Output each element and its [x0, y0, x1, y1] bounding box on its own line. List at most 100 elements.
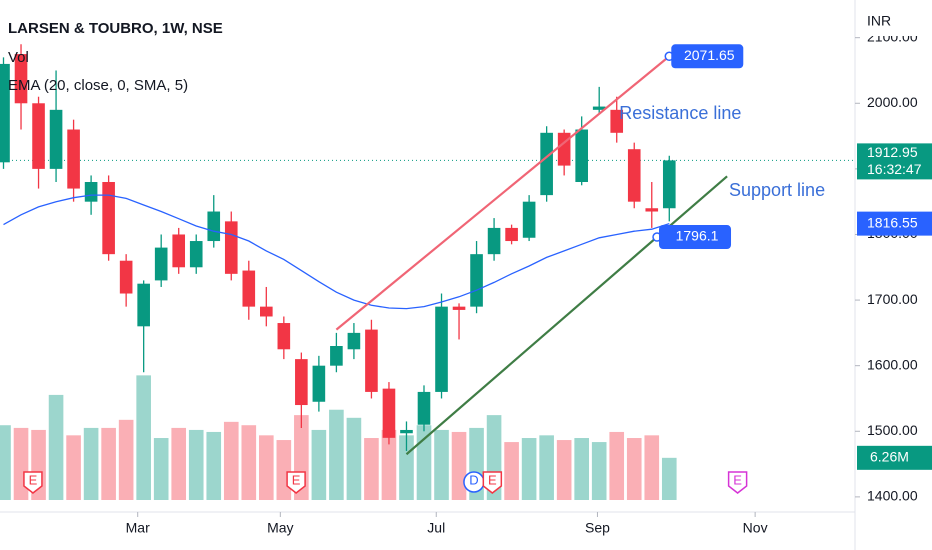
price-label: 2071.65	[684, 47, 735, 63]
candle-body	[137, 283, 150, 327]
candle-body	[540, 132, 553, 196]
event-marker	[727, 471, 748, 494]
candle-body	[32, 103, 45, 169]
volume-bar	[101, 427, 116, 500]
candle-body	[347, 332, 361, 350]
y-tick-label: 2000.00	[867, 94, 918, 110]
volume-bar	[504, 442, 519, 500]
volume-bar	[171, 427, 187, 500]
candle-body	[610, 109, 624, 133]
event-label: D	[469, 472, 478, 487]
price-label: 1796.1	[676, 228, 719, 244]
volume-bar	[591, 442, 607, 500]
volume-bar	[311, 429, 327, 500]
volume-bar	[223, 421, 239, 500]
candle-body	[522, 201, 536, 238]
price-label-box	[671, 44, 744, 69]
volume-bar	[153, 438, 169, 500]
candle-body	[277, 323, 291, 350]
volume-bar	[609, 431, 625, 500]
x-tick-label: Mar	[126, 520, 150, 536]
ema-line	[3, 194, 670, 310]
candle-body	[662, 160, 676, 209]
volume-bar	[241, 425, 257, 500]
candle-body	[330, 346, 343, 366]
volume-bar	[381, 429, 397, 500]
last-price-label: 1912.95	[867, 144, 918, 160]
y-tick-label: 1500.00	[867, 422, 918, 438]
candle-body	[470, 254, 483, 307]
volume-value-label: 6.26M	[870, 449, 909, 465]
candle-body	[645, 208, 659, 212]
candle-body	[505, 227, 518, 242]
y-tick-label: 1600.00	[867, 356, 918, 372]
candle-body	[382, 388, 396, 438]
axis-cover	[856, 0, 932, 36]
x-tick-label: Nov	[743, 520, 768, 536]
last-price-box	[857, 143, 932, 180]
volume-bar	[451, 431, 467, 500]
volume-bar	[118, 419, 134, 500]
candle-body	[295, 359, 308, 406]
annotation: Resistance line	[619, 103, 741, 123]
volume-bar	[346, 417, 362, 500]
volume-bar	[136, 375, 151, 500]
volume-bar	[48, 394, 64, 500]
candle-body	[154, 247, 168, 281]
candle-body	[312, 365, 326, 402]
event-marker	[482, 471, 503, 494]
candle-body	[189, 241, 203, 268]
ema-value-box	[857, 211, 932, 236]
countdown-label: 16:32:47	[867, 161, 922, 177]
candle-body	[452, 306, 466, 310]
candle-body	[14, 54, 28, 104]
trend-line	[335, 55, 670, 331]
candle-body	[119, 260, 133, 294]
candle-body	[435, 306, 448, 392]
event-label: E	[29, 472, 38, 487]
volume-bar	[539, 435, 554, 500]
candle-body	[102, 182, 115, 255]
event-marker	[286, 471, 306, 494]
volume-value-box	[857, 445, 932, 470]
volume-bar	[364, 438, 379, 500]
volume-bar	[206, 431, 222, 500]
volume-bar	[626, 438, 642, 500]
ema-value-label: 1816.55	[867, 214, 918, 230]
volume-bar	[556, 440, 572, 500]
candle-body	[575, 129, 588, 182]
candle-body	[365, 329, 378, 392]
candle-body	[400, 429, 413, 434]
currency-label: INR	[867, 13, 891, 29]
volume-bar	[259, 435, 274, 500]
volume-bar	[66, 435, 81, 500]
y-tick-label: 1400.00	[867, 488, 918, 504]
candle-body	[242, 270, 256, 307]
price-label-box	[659, 225, 732, 250]
event-marker	[23, 471, 43, 494]
candle-body	[260, 306, 273, 317]
volume-bar	[521, 438, 537, 500]
volume-bar	[644, 435, 660, 500]
chart-title: LARSEN & TOUBRO, 1W, NSE	[8, 20, 223, 37]
ema-legend: EMA (20, close, 0, SMA, 5)	[8, 77, 188, 94]
x-tick-label: Jul	[427, 520, 445, 536]
candle-body	[67, 129, 80, 189]
trend-line	[405, 175, 728, 456]
volume-bar	[0, 425, 11, 500]
annotation: Support line	[729, 180, 825, 200]
candle-body	[487, 227, 501, 255]
candle-body	[224, 221, 238, 274]
volume-bar	[574, 438, 589, 500]
volume-bar	[13, 427, 29, 500]
volume-bar	[661, 457, 677, 500]
candle-body	[172, 234, 186, 268]
candle-body	[592, 106, 606, 110]
candle-body	[207, 211, 221, 242]
y-tick-label: 1700.00	[867, 291, 918, 307]
volume-bar	[434, 429, 449, 500]
event-label: E	[488, 472, 497, 487]
x-tick-label: Sep	[585, 520, 610, 536]
volume-bar	[83, 427, 99, 500]
event-label: E	[292, 472, 301, 487]
